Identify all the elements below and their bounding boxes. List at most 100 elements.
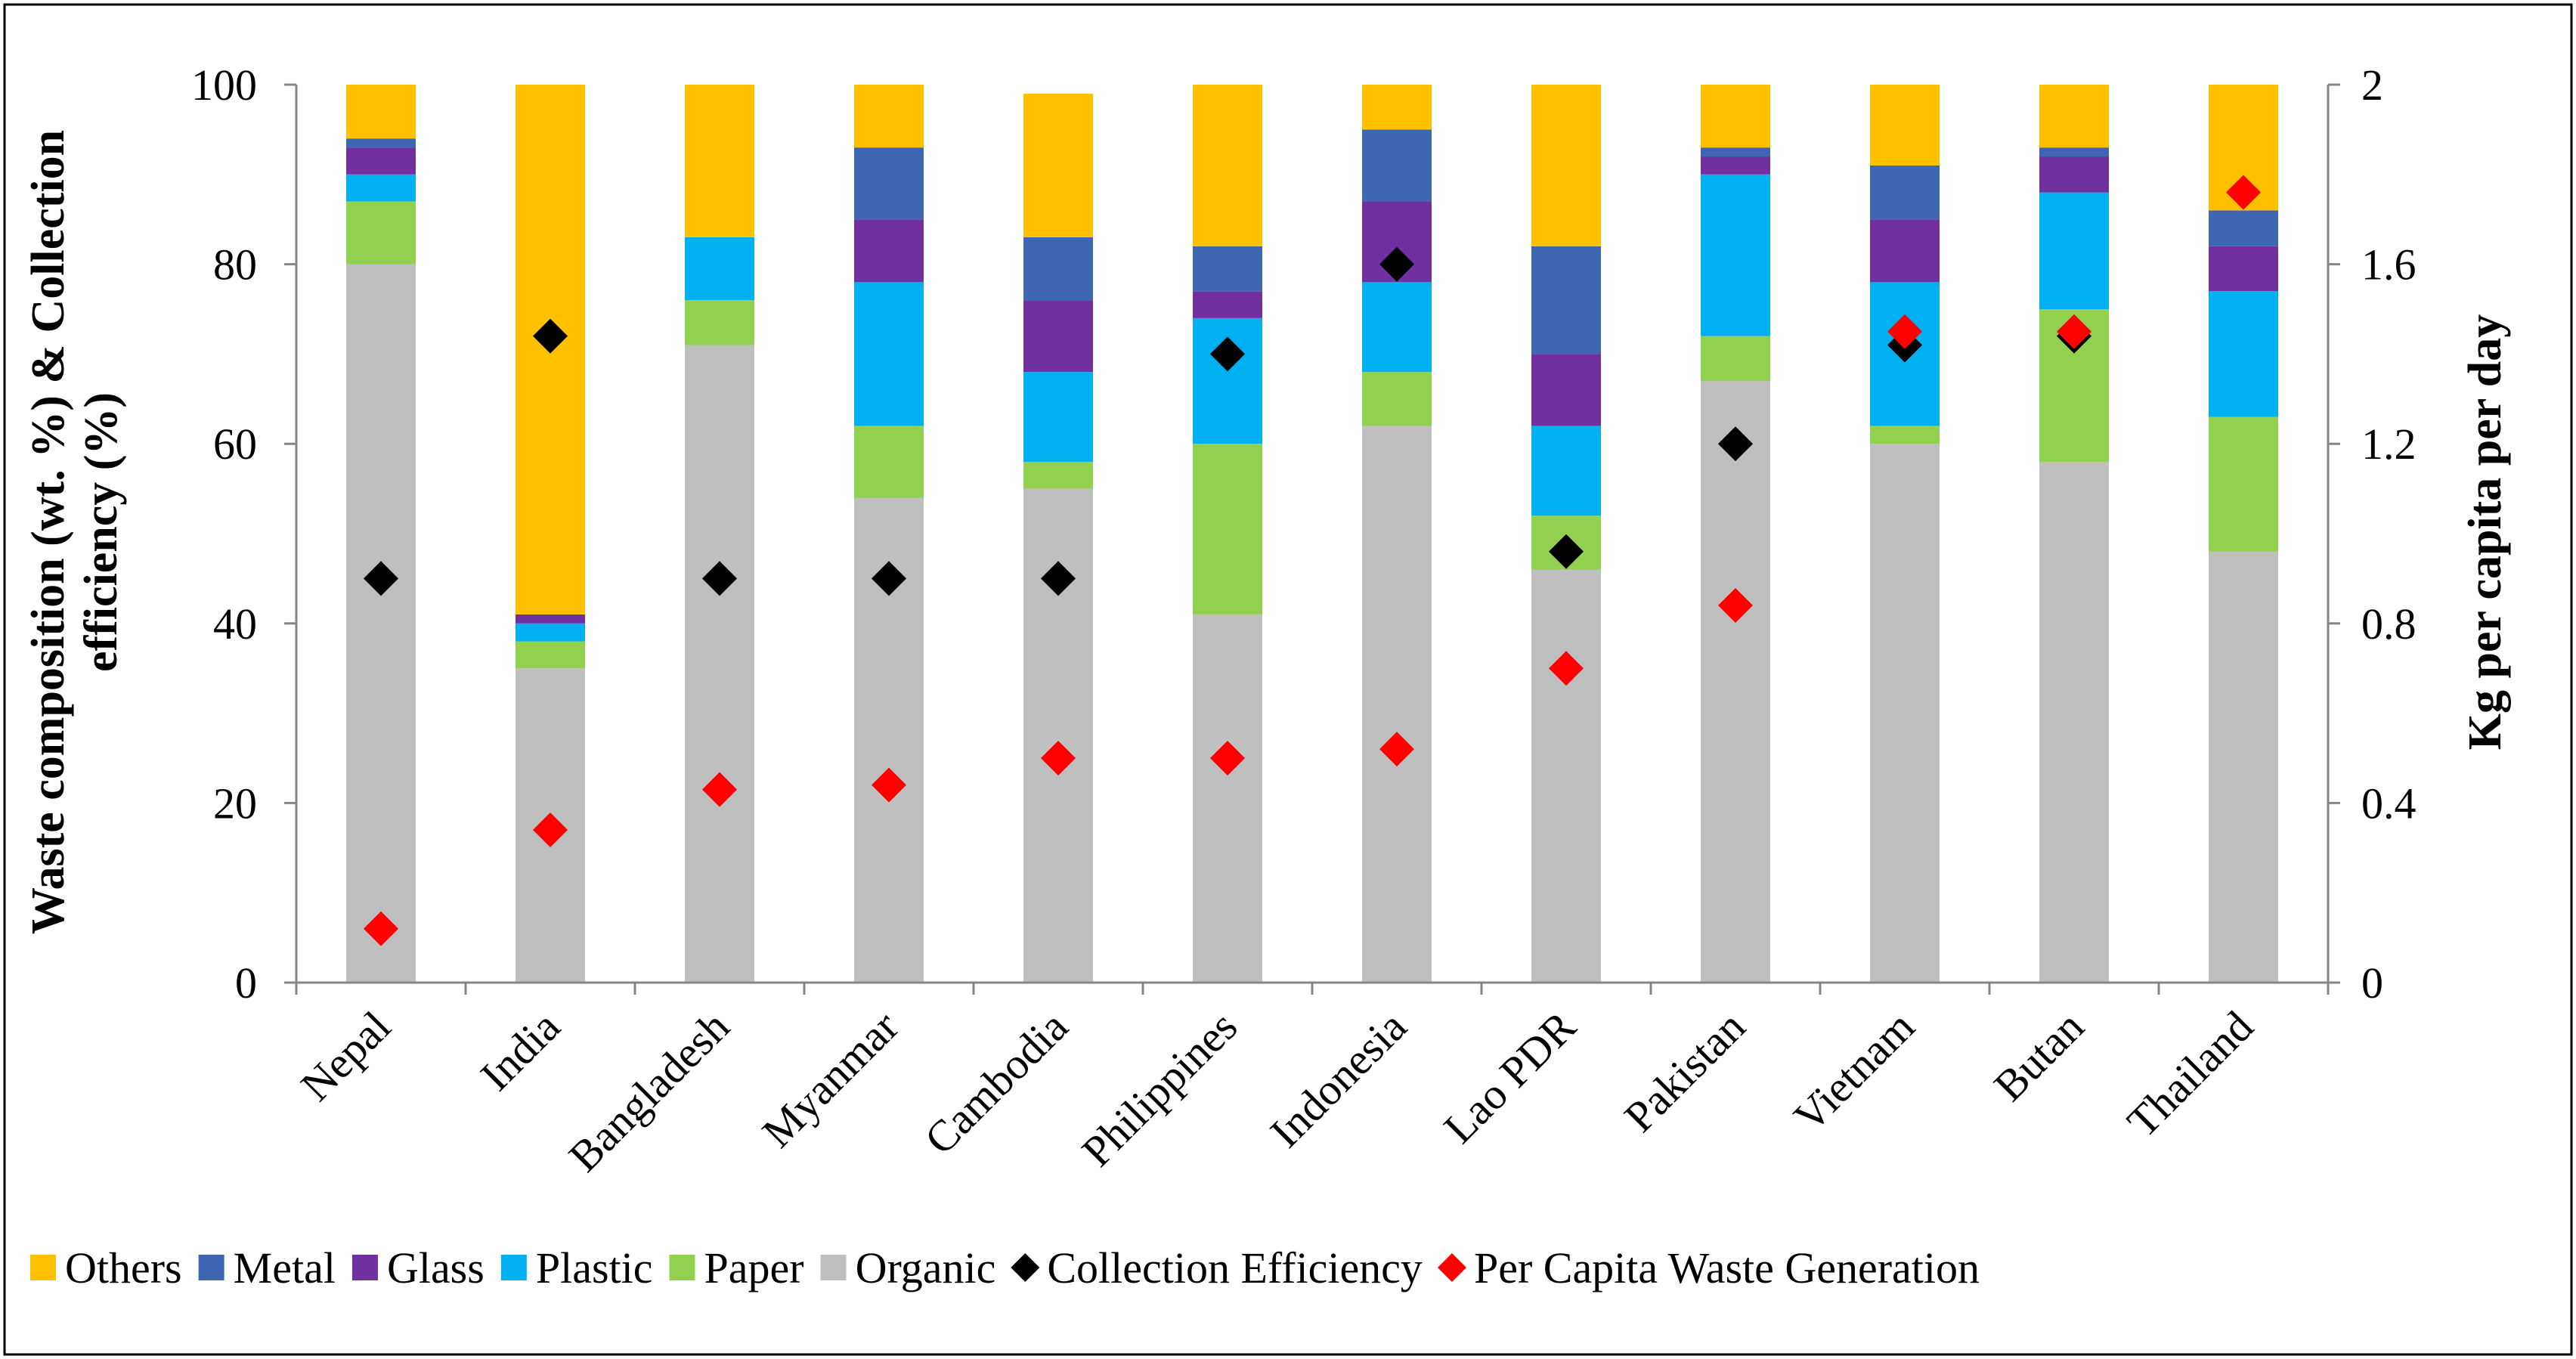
marker-collection-efficiency-cambodia	[1041, 561, 1076, 596]
legend-label-organic: Organic	[856, 1243, 996, 1292]
left-y-tick-label: 20	[213, 779, 257, 828]
bar-segment-glass-india	[516, 614, 585, 624]
bar-segment-others-pakistan	[1701, 85, 1770, 148]
legend-label-per-capita-waste-generation: Per Capita Waste Generation	[1474, 1243, 1980, 1292]
marker-per-capita-waste-generation-myanmar	[872, 767, 906, 803]
marker-collection-efficiency-philippines	[1210, 336, 1245, 372]
bar-segment-plastic-pakistan	[1701, 174, 1770, 336]
legend-label-glass: Glass	[387, 1243, 485, 1292]
bar-segment-paper-bangladesh	[685, 300, 754, 345]
left-y-tick-label: 60	[213, 419, 257, 469]
bar-segment-metal-butan	[2039, 147, 2109, 157]
bar-segment-glass-butan	[2039, 156, 2109, 193]
bar-segment-others-nepal	[346, 85, 416, 139]
legend-swatch-plastic	[500, 1255, 527, 1280]
legend-label-plastic: Plastic	[536, 1243, 653, 1292]
bar-segment-others-cambodia	[1023, 93, 1093, 237]
bar-segment-glass-nepal	[346, 147, 416, 175]
bar-segment-metal-nepal	[346, 138, 416, 148]
marker-per-capita-waste-generation-lao-pdr	[1549, 651, 1584, 686]
marker-per-capita-waste-generation-india	[533, 813, 568, 848]
bar-segment-plastic-myanmar	[854, 282, 924, 426]
left-y-tick-label: 40	[213, 599, 257, 649]
bar-segment-glass-philippines	[1193, 291, 1262, 318]
legend-swatch-per-capita-waste-generation	[1437, 1253, 1466, 1282]
bar-segment-plastic-thailand	[2209, 291, 2278, 417]
marker-per-capita-waste-generation-nepal	[364, 911, 398, 946]
legend: Others Metal Glass Plastic Paper Organic Colle…	[30, 1243, 1980, 1292]
bar-segment-plastic-bangladesh	[685, 237, 754, 301]
bar-segment-glass-lao-pdr	[1531, 354, 1601, 426]
bar-segment-metal-myanmar	[854, 147, 924, 220]
marker-per-capita-waste-generation-indonesia	[1379, 732, 1414, 767]
bar-segment-paper-india	[516, 641, 585, 669]
marker-per-capita-waste-generation-thailand	[2226, 175, 2261, 210]
bar-segment-glass-pakistan	[1701, 156, 1770, 175]
right-y-tick-label: 0	[2361, 958, 2383, 1008]
bar-segment-paper-indonesia	[1362, 372, 1432, 426]
bar-segment-organic-thailand	[2209, 551, 2278, 983]
markers-layer	[364, 175, 2261, 946]
bar-segment-paper-myanmar	[854, 426, 924, 498]
bar-segment-glass-myanmar	[854, 219, 924, 283]
bar-segment-organic-philippines	[1193, 614, 1262, 983]
bar-segment-plastic-butan	[2039, 192, 2109, 309]
bar-segment-metal-cambodia	[1023, 237, 1093, 301]
legend-label-others: Others	[65, 1243, 182, 1292]
bar-segment-organic-bangladesh	[685, 345, 754, 983]
marker-per-capita-waste-generation-cambodia	[1041, 741, 1076, 775]
legend-label-metal: Metal	[234, 1243, 336, 1292]
legend-label-paper: Paper	[704, 1243, 804, 1292]
marker-collection-efficiency-pakistan	[1718, 426, 1753, 462]
bar-segment-others-lao-pdr	[1531, 85, 1601, 246]
legend-swatch-others	[30, 1255, 56, 1280]
bar-segment-plastic-nepal	[346, 174, 416, 202]
bar-segment-paper-cambodia	[1023, 461, 1093, 489]
bar-segment-organic-lao-pdr	[1531, 569, 1601, 983]
bar-segment-metal-philippines	[1193, 246, 1262, 292]
marker-collection-efficiency-nepal	[364, 561, 398, 596]
left-y-tick-label: 100	[191, 60, 257, 110]
bar-segment-organic-butan	[2039, 461, 2109, 983]
bar-segment-organic-vietnam	[1870, 444, 1940, 983]
marker-per-capita-waste-generation-butan	[2057, 314, 2091, 349]
bar-segment-others-vietnam	[1870, 85, 1940, 166]
legend-swatch-paper	[669, 1255, 695, 1280]
legend-swatch-organic	[820, 1255, 847, 1280]
legend-label-collection-efficiency: Collection Efficiency	[1047, 1243, 1423, 1292]
bar-segment-metal-indonesia	[1362, 129, 1432, 202]
bar-segment-metal-thailand	[2209, 210, 2278, 246]
bar-segment-plastic-cambodia	[1023, 372, 1093, 462]
bar-segment-metal-pakistan	[1701, 147, 1770, 157]
bar-segment-paper-nepal	[346, 201, 416, 265]
bar-segment-plastic-india	[516, 623, 585, 642]
marker-collection-efficiency-india	[533, 318, 568, 354]
right-y-tick-label: 1.2	[2361, 419, 2417, 469]
right-y-tick-label: 0.8	[2361, 599, 2417, 649]
bar-segment-paper-pakistan	[1701, 336, 1770, 382]
left-y-tick-label: 0	[235, 958, 257, 1008]
bar-segment-others-butan	[2039, 85, 2109, 148]
marker-per-capita-waste-generation-vietnam	[1887, 314, 1922, 349]
bar-segment-paper-philippines	[1193, 444, 1262, 614]
bar-segment-plastic-indonesia	[1362, 282, 1432, 373]
legend-swatch-glass	[351, 1255, 378, 1280]
marker-per-capita-waste-generation-pakistan	[1718, 588, 1753, 624]
right-y-axis-title: Kg per capita per day	[2460, 314, 2511, 750]
left-y-tick-label: 80	[213, 240, 257, 289]
bar-segment-organic-pakistan	[1701, 381, 1770, 983]
left-y-axis-title-line2: efficiency (%)	[76, 392, 127, 672]
right-y-tick-label: 1.6	[2361, 240, 2417, 289]
bar-segment-organic-nepal	[346, 264, 416, 983]
bar-segment-glass-thailand	[2209, 246, 2278, 292]
bar-segment-glass-cambodia	[1023, 300, 1093, 373]
bar-segment-paper-vietnam	[1870, 426, 1940, 444]
marker-collection-efficiency-lao-pdr	[1549, 534, 1584, 569]
bar-segment-glass-vietnam	[1870, 219, 1940, 283]
legend-swatch-metal	[198, 1255, 224, 1280]
marker-collection-efficiency-indonesia	[1379, 246, 1414, 282]
ticks-layer: 0 20 40 60 80 100 0 0.4 0.8 1.2 1.6 2	[191, 60, 2417, 1008]
bar-segment-plastic-lao-pdr	[1531, 426, 1601, 516]
bar-segment-metal-lao-pdr	[1531, 246, 1601, 354]
